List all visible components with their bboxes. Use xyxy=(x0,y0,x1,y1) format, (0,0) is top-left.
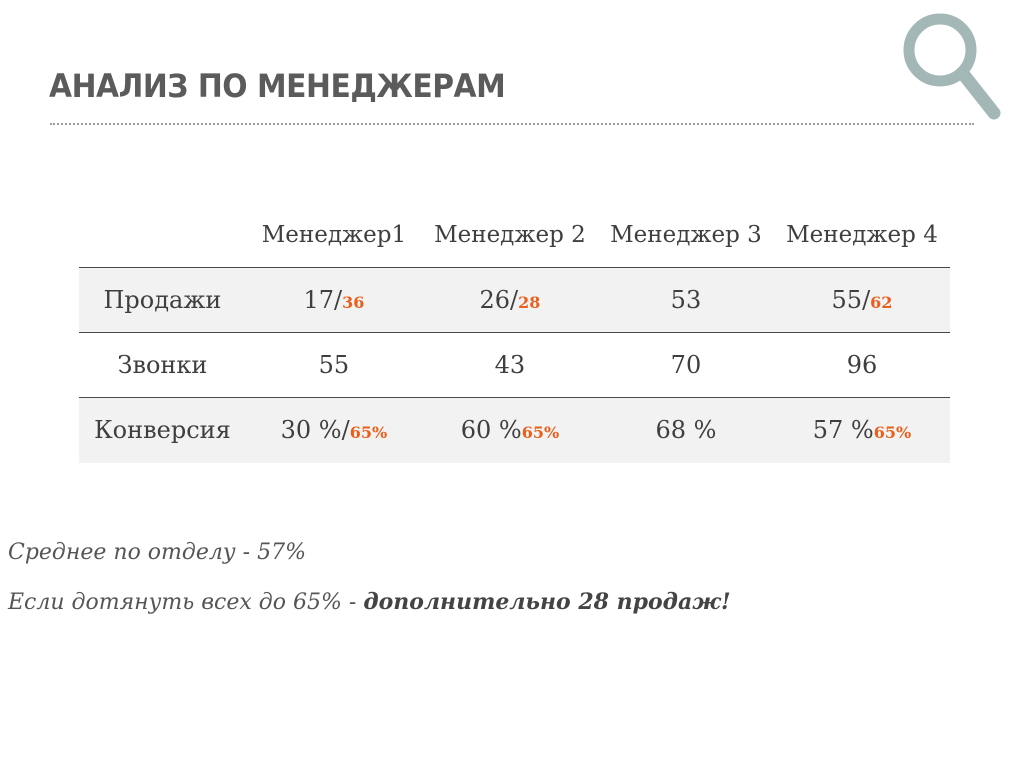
sales-cell-manager-1: 17/36 xyxy=(245,267,422,333)
cell-value: 55/ xyxy=(831,286,871,314)
table-row-sales: Продажи 17/36 26/28 53 55/62 xyxy=(79,267,950,333)
cell-target: 65% xyxy=(349,423,388,443)
conversion-cell-manager-1: 30 %/65% xyxy=(246,398,422,463)
potential-note-prefix: Если дотянуть всех до 65% - xyxy=(8,590,364,615)
sales-cell-manager-4: 55/62 xyxy=(773,267,950,333)
table-row-conversion: Конверсия 30 %/65% 60 %65% 68 % 57 %65% xyxy=(79,397,950,463)
conversion-cell-manager-4: 57 %65% xyxy=(774,398,950,463)
search-icon-handle xyxy=(957,68,1001,120)
table-row-calls: Звонки 55 43 70 96 xyxy=(79,332,950,398)
potential-note: Если дотянуть всех до 65% - дополнительн… xyxy=(8,589,731,616)
page-title: АНАЛИЗ ПО МЕНЕДЖЕРАМ xyxy=(49,67,506,105)
row-label-calls: Звонки xyxy=(79,332,246,398)
cell-value: 43 xyxy=(494,351,526,379)
cell-value: 53 xyxy=(670,286,702,314)
conversion-cell-manager-3: 68 % xyxy=(598,398,774,463)
cell-value: 70 xyxy=(670,351,702,379)
search-icon-lens xyxy=(903,13,977,87)
calls-cell-manager-3: 70 xyxy=(597,332,774,398)
cell-value: 57 % xyxy=(812,416,874,445)
manager-analysis-table: Менеджер1 Менеджер 2 Менеджер 3 Менеджер… xyxy=(79,203,950,463)
cell-target: 65% xyxy=(521,423,560,443)
summary-notes: Среднее по отделу - 57% Если дотянуть вс… xyxy=(8,540,731,616)
column-header-manager-4: Менеджер 4 xyxy=(773,203,950,268)
calls-cell-manager-4: 96 xyxy=(773,332,950,398)
row-label-sales: Продажи xyxy=(79,267,246,333)
cell-value: 60 % xyxy=(460,416,522,445)
cell-value: 68 % xyxy=(655,416,717,445)
column-header-manager-3: Менеджер 3 xyxy=(597,203,774,268)
title-divider xyxy=(50,123,974,125)
cell-target: 65% xyxy=(873,423,912,443)
table-header-row: Менеджер1 Менеджер 2 Менеджер 3 Менеджер… xyxy=(79,203,950,268)
cell-value: 96 xyxy=(846,351,878,379)
search-icon xyxy=(903,13,1001,120)
row-label-conversion: Конверсия xyxy=(94,416,231,445)
average-note: Среднее по отделу - 57% xyxy=(8,540,306,565)
cell-target: 62 xyxy=(870,293,893,312)
cell-value: 55 xyxy=(318,351,350,379)
cell-value: 26/ xyxy=(479,286,519,314)
sales-cell-manager-2: 26/28 xyxy=(421,267,598,333)
conversion-cell-manager-2: 60 %65% xyxy=(422,398,598,463)
calls-cell-manager-1: 55 xyxy=(245,332,422,398)
cell-target: 36 xyxy=(342,293,365,312)
column-header-manager-1: Менеджер1 xyxy=(245,203,422,268)
cell-target: 28 xyxy=(518,293,541,312)
cell-value: 30 %/ xyxy=(280,416,350,445)
calls-cell-manager-2: 43 xyxy=(421,332,598,398)
column-header-manager-2: Менеджер 2 xyxy=(421,203,598,268)
table-corner-cell xyxy=(79,203,246,268)
sales-cell-manager-3: 53 xyxy=(597,267,774,333)
potential-note-emphasis: дополнительно 28 продаж! xyxy=(363,589,731,615)
cell-value: 17/ xyxy=(303,286,343,314)
